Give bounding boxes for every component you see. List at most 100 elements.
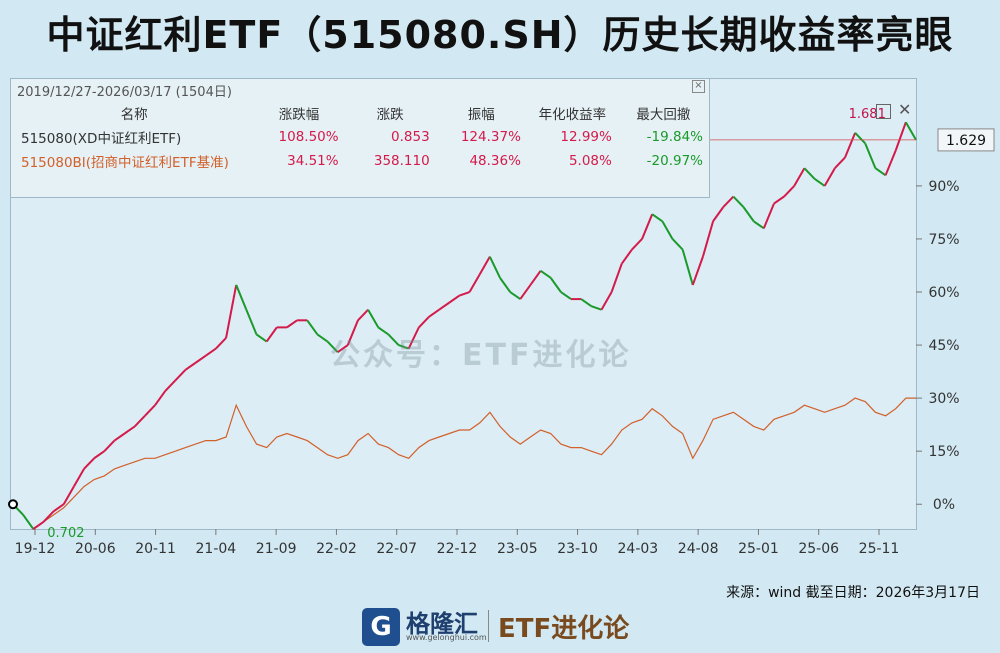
watermark: 公众号：ETF进化论 <box>330 338 632 373</box>
series-segment-etf <box>904 121 917 141</box>
series-segment-etf <box>671 238 684 251</box>
footer: G 格隆汇 www.gelonghui.com ETF进化论 <box>0 600 1000 653</box>
source-note: 来源：wind 截至日期：2026年3月17日 <box>726 585 980 601</box>
series-segment-etf <box>540 269 552 279</box>
series-segment-etf <box>144 404 156 417</box>
series-segment-etf <box>641 213 654 240</box>
series-segment-etf <box>803 167 816 180</box>
brand-name: 格隆汇 <box>406 610 478 638</box>
stats-row-benchmark[interactable]: 515080BI(招商中证红利ETF基准) 34.51% 358.110 48.… <box>15 149 709 173</box>
y-tick-label: 75% <box>928 232 959 248</box>
divider <box>488 610 489 642</box>
gelonghui-logo-icon: G <box>362 608 400 646</box>
x-tick-label: 23-10 <box>557 541 598 557</box>
x-tick-label: 19-12 <box>15 541 56 557</box>
x-tick-label: 25-01 <box>738 541 779 557</box>
series-segment-etf <box>205 347 217 357</box>
stats-table: 名称 涨跌幅 涨跌 振幅 年化收益率 最大回撤 515080(XD中证红利ETF… <box>15 101 709 173</box>
row-change-pct: 34.51% <box>287 153 339 169</box>
series-segment-etf <box>742 206 755 222</box>
maximize-icon[interactable] <box>876 104 891 119</box>
series-segment-etf <box>184 361 197 371</box>
series-segment-etf <box>255 333 268 343</box>
series-segment-etf <box>701 220 715 257</box>
series-segment-etf <box>773 195 785 205</box>
series-segment-etf <box>549 277 562 293</box>
x-tick-label: 22-02 <box>316 541 357 557</box>
y-tick-label: 60% <box>928 285 959 301</box>
series-segment-etf <box>438 301 450 311</box>
series-segment-etf <box>631 238 643 251</box>
series-segment-etf <box>560 291 572 300</box>
series-segment-etf <box>620 248 633 265</box>
series-segment-etf <box>864 143 877 169</box>
y-tick-label: 0% <box>933 497 955 513</box>
row-name: 515080(XD中证红利ETF) <box>21 131 182 147</box>
series-line-benchmark <box>12 397 916 530</box>
x-tick-label: 22-07 <box>376 541 417 557</box>
series-segment-etf <box>306 319 319 336</box>
series-segment-etf <box>691 256 704 286</box>
series-segment-etf <box>245 309 258 335</box>
header-change-pct: 涨跌幅 <box>278 107 320 123</box>
series-segment-etf <box>164 379 177 392</box>
y-tick-label: 45% <box>928 338 959 354</box>
header-change: 涨跌 <box>376 107 404 123</box>
series-segment-etf <box>590 305 602 311</box>
header-annual-return: 年化收益率 <box>538 107 607 123</box>
x-tick-label: 21-04 <box>196 541 237 557</box>
series-segment-etf <box>367 309 380 328</box>
x-tick-label: 23-05 <box>497 541 538 557</box>
series-segment-etf <box>53 503 65 513</box>
series-segment-etf <box>762 203 775 229</box>
x-tick-label: 24-03 <box>618 541 659 557</box>
series-segment-etf <box>428 308 440 318</box>
low-annotation: 0.702 <box>47 526 84 541</box>
close-icon[interactable]: × <box>692 80 705 93</box>
header-max-drawdown: 最大回撤 <box>636 107 691 123</box>
series-segment-etf <box>610 263 623 293</box>
series-segment-etf <box>509 291 521 300</box>
series-segment-etf <box>459 291 470 297</box>
series-segment-etf <box>387 333 400 346</box>
series-segment-etf <box>823 167 836 187</box>
x-tick-label: 25-11 <box>859 541 900 557</box>
row-annual-return: 12.99% <box>560 129 612 145</box>
series-segment-etf <box>813 177 826 187</box>
series-segment-etf <box>195 354 207 364</box>
x-tick-label: 24-08 <box>678 541 719 557</box>
series-segment-etf <box>834 156 846 169</box>
row-annual-return: 5.08% <box>568 153 612 169</box>
page-title: 中证红利ETF（515080.SH）历史长期收益率亮眼 <box>46 13 954 57</box>
series-segment-etf <box>651 213 663 223</box>
series-segment-etf <box>884 150 897 176</box>
stats-row-etf[interactable]: 515080(XD中证红利ETF) 108.50% 0.853 124.37% … <box>15 125 709 149</box>
series-segment-etf <box>337 344 349 353</box>
series-segment-etf <box>22 514 35 530</box>
y-tick-label: 30% <box>928 391 959 407</box>
series-segment-etf <box>894 121 907 151</box>
close-chart-icon[interactable]: ✕ <box>898 100 912 119</box>
series-segment-etf <box>42 510 55 523</box>
row-change-pct: 108.50% <box>278 129 339 145</box>
series-segment-etf <box>346 319 359 346</box>
series-segment-etf <box>93 450 105 460</box>
row-amplitude: 124.37% <box>460 129 521 145</box>
x-tick-label: 25-06 <box>798 541 839 557</box>
series-segment-etf <box>265 326 278 343</box>
row-name: 515080BI(招商中证红利ETF基准) <box>21 155 229 171</box>
series-segment-etf <box>661 220 674 240</box>
series-segment-etf <box>418 316 430 329</box>
series-segment-etf <box>681 249 694 286</box>
header-amplitude: 振幅 <box>467 107 495 123</box>
row-max-drawdown: -19.84% <box>646 129 703 145</box>
series-segment-etf <box>712 206 725 222</box>
series-segment-etf <box>844 132 857 158</box>
series-segment-etf <box>468 273 481 293</box>
series-segment-etf <box>722 195 735 208</box>
series-segment-etf <box>174 369 187 382</box>
series-segment-etf <box>32 521 45 530</box>
etf-brand: ETF进化论 <box>498 614 630 644</box>
series-segment-etf <box>316 333 329 343</box>
row-max-drawdown: -20.97% <box>646 153 703 169</box>
